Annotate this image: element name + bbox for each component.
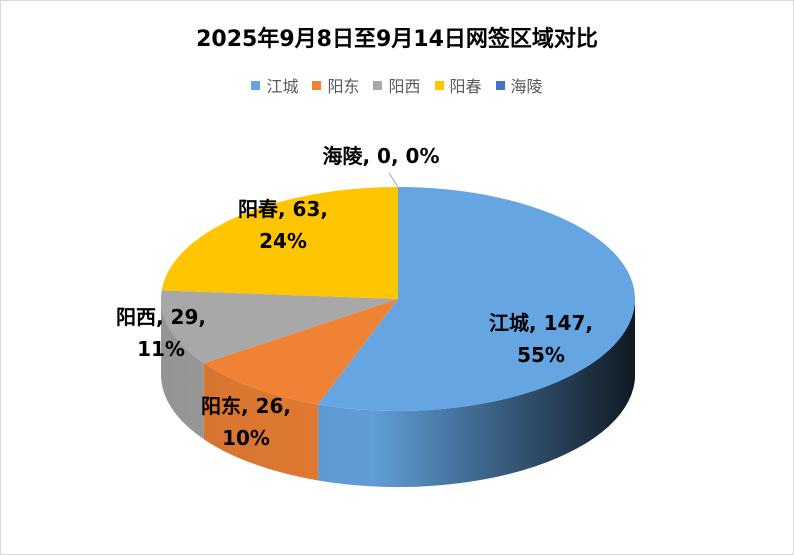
legend-swatch <box>251 80 261 90</box>
slice <box>203 299 398 405</box>
legend-item: 阳春 <box>434 73 482 97</box>
legend-item: 阳东 <box>312 73 359 97</box>
legend-label: 海陵 <box>510 77 543 96</box>
slice <box>161 290 398 364</box>
side-shade <box>161 299 204 440</box>
chart-title: 2025年9月8日至9月14日网签区域对比 <box>196 27 598 52</box>
side-shade <box>203 363 319 481</box>
slice <box>318 187 635 411</box>
data-label: 江城, 147, 55% <box>489 311 593 367</box>
legend-item: 海陵 <box>495 73 543 97</box>
data-label: 阳东, 26, 10% <box>201 394 291 450</box>
legend: 江城 阳东 阳西 阳春 海陵 <box>1 73 793 97</box>
legend-item: 江城 <box>251 73 298 97</box>
legend-label: 阳西 <box>388 77 421 96</box>
side-shade <box>318 299 635 487</box>
data-label: 阳西, 29, 11% <box>116 305 206 361</box>
legend-swatch <box>312 80 322 90</box>
legend-label: 江城 <box>266 77 299 96</box>
legend-swatch <box>434 80 444 90</box>
data-label: 阳春, 63, 24% <box>238 197 328 253</box>
legend-item: 阳西 <box>373 73 421 97</box>
legend-label: 阳东 <box>327 77 360 96</box>
legend-swatch <box>373 80 383 90</box>
legend-swatch <box>495 80 505 90</box>
data-label: 海陵, 0, 0% <box>322 144 440 168</box>
slice <box>161 187 398 299</box>
legend-label: 阳春 <box>449 77 482 96</box>
leader-line <box>388 172 399 188</box>
